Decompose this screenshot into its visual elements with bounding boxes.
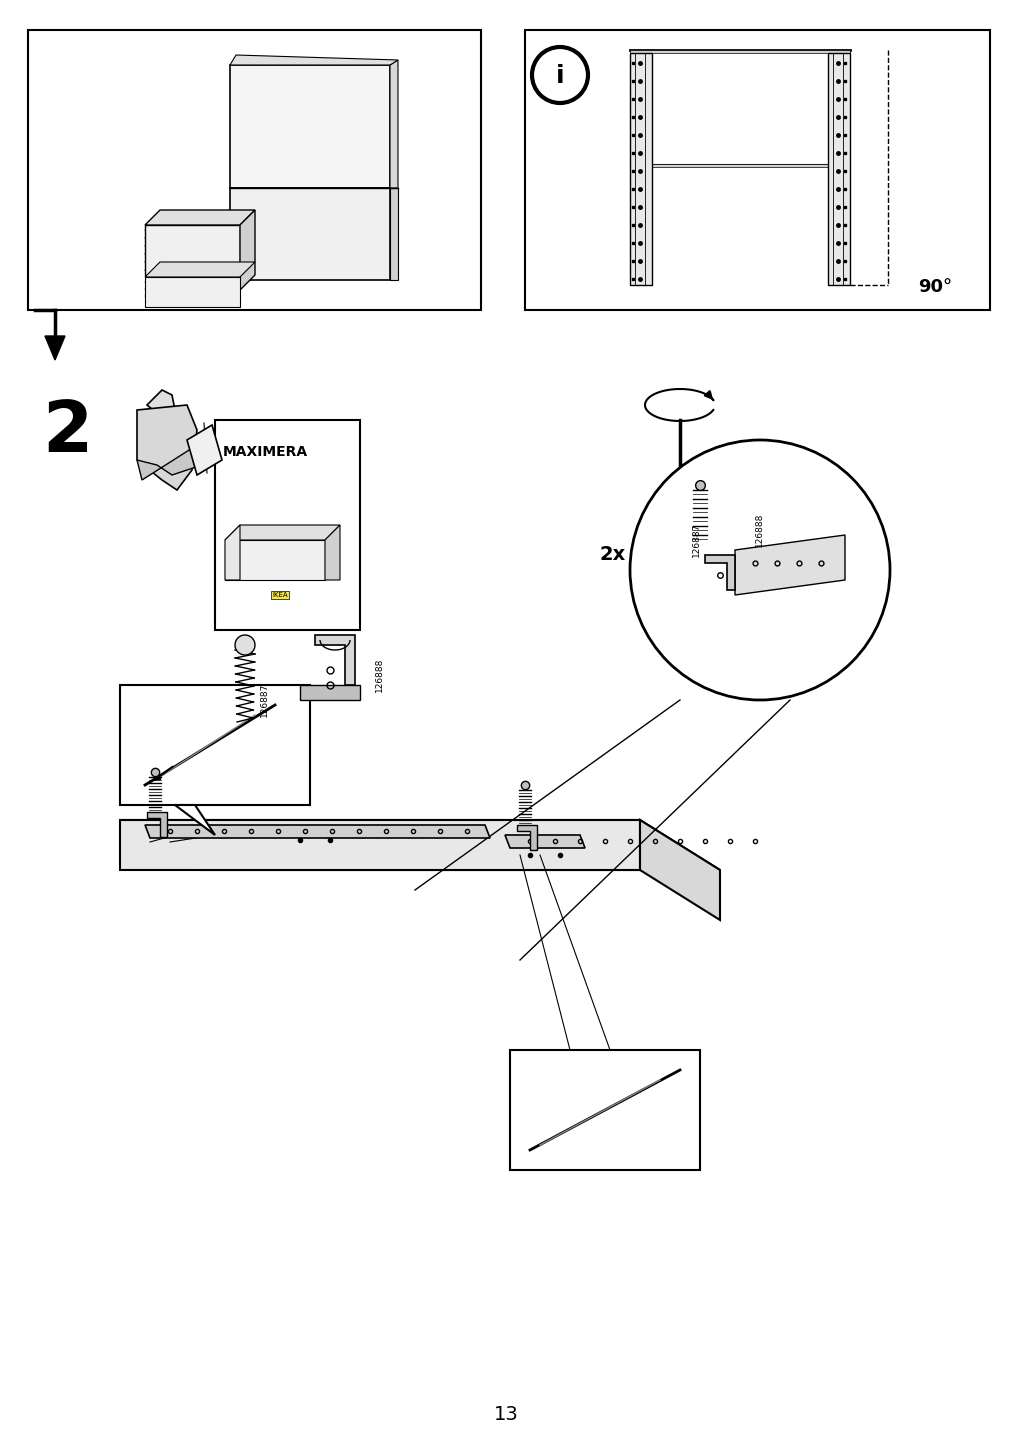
Polygon shape bbox=[734, 536, 844, 596]
Polygon shape bbox=[229, 54, 397, 64]
Text: 126887: 126887 bbox=[260, 683, 269, 717]
Polygon shape bbox=[136, 405, 197, 490]
Text: 2x: 2x bbox=[600, 546, 626, 564]
Bar bbox=[630, 50, 849, 53]
Polygon shape bbox=[229, 188, 389, 281]
Bar bbox=[28, 30, 480, 309]
Polygon shape bbox=[389, 188, 397, 281]
Polygon shape bbox=[145, 276, 240, 306]
Polygon shape bbox=[299, 684, 360, 700]
Polygon shape bbox=[145, 262, 255, 276]
Polygon shape bbox=[187, 425, 221, 475]
Polygon shape bbox=[120, 821, 639, 871]
Polygon shape bbox=[120, 821, 719, 871]
Polygon shape bbox=[705, 556, 734, 590]
Bar bbox=[644, 165, 834, 168]
Polygon shape bbox=[145, 825, 489, 838]
Polygon shape bbox=[325, 526, 340, 580]
Polygon shape bbox=[145, 211, 255, 225]
Polygon shape bbox=[517, 825, 537, 851]
Bar bbox=[214, 420, 360, 630]
Text: 126887: 126887 bbox=[692, 523, 701, 557]
Polygon shape bbox=[145, 225, 240, 275]
Polygon shape bbox=[175, 805, 214, 835]
Polygon shape bbox=[224, 540, 325, 580]
Polygon shape bbox=[147, 812, 167, 836]
Polygon shape bbox=[147, 390, 175, 415]
Bar bbox=[120, 684, 309, 805]
Text: 126888: 126888 bbox=[375, 657, 383, 692]
Polygon shape bbox=[224, 526, 340, 540]
Bar bbox=[827, 53, 849, 285]
Polygon shape bbox=[639, 821, 719, 919]
Text: i: i bbox=[555, 64, 564, 87]
Bar bbox=[630, 53, 651, 285]
Polygon shape bbox=[314, 634, 355, 684]
Polygon shape bbox=[240, 211, 255, 291]
Circle shape bbox=[235, 634, 255, 654]
Polygon shape bbox=[389, 60, 397, 188]
Text: 126888: 126888 bbox=[754, 513, 763, 547]
Polygon shape bbox=[136, 445, 202, 480]
Text: IKEA: IKEA bbox=[272, 591, 287, 599]
Text: MAXIMERA: MAXIMERA bbox=[222, 445, 307, 460]
Text: 13: 13 bbox=[493, 1405, 518, 1425]
Polygon shape bbox=[44, 337, 65, 359]
Bar bbox=[525, 30, 989, 309]
Polygon shape bbox=[229, 64, 389, 188]
Polygon shape bbox=[224, 526, 240, 580]
Bar bbox=[510, 1050, 700, 1170]
Polygon shape bbox=[504, 835, 584, 848]
Text: 90°: 90° bbox=[917, 278, 951, 296]
Circle shape bbox=[532, 47, 587, 103]
Text: 2: 2 bbox=[42, 398, 92, 467]
Circle shape bbox=[630, 440, 889, 700]
